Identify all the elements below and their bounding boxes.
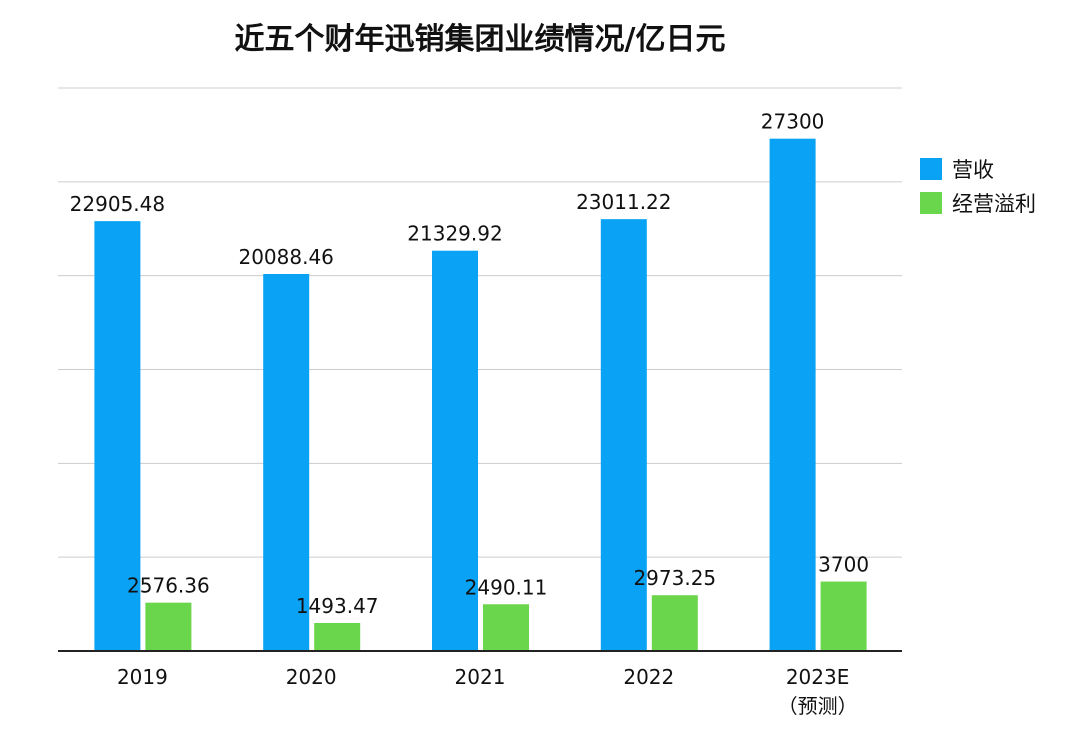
bar-revenue-2023E [769, 138, 816, 652]
bar-operating-profit-2019 [145, 602, 192, 651]
bar-operating-profit-2023E [820, 581, 867, 651]
bar-revenue-2020 [263, 274, 310, 651]
data-label-revenue-2021: 21329.92 [407, 222, 502, 246]
data-label-revenue-2019: 22905.48 [70, 192, 165, 216]
data-label-revenue-2023E: 27300 [761, 110, 825, 134]
bar-operating-profit-2021 [483, 604, 529, 651]
x-tick-label-2021: 2021 [455, 665, 506, 689]
bar-operating-profit-2022 [651, 595, 698, 651]
data-label-operating-profit-2020: 1493.47 [296, 594, 379, 618]
data-label-operating-profit-2021: 2490.11 [465, 575, 548, 599]
bar-revenue-2021 [432, 250, 478, 651]
data-labels: 22905.48 2576.36 20088.46 1493.47 21329.92 24… [70, 110, 869, 618]
x-tick-sublabel-2023E: （预测） [778, 694, 858, 718]
chart-title: 近五个财年迅销集团业绩情况/亿日元 [235, 22, 726, 57]
legend-swatch-revenue [920, 158, 942, 180]
legend-label-revenue: 营收 [952, 158, 994, 182]
data-label-revenue-2022: 23011.22 [576, 190, 671, 214]
x-axis: 2019 2020 2021 2022 2023E （预测） [58, 650, 902, 718]
bar-operating-profit-2020 [314, 622, 361, 651]
bars [94, 138, 867, 652]
x-tick-label-2022: 2022 [623, 665, 674, 689]
x-tick-label-2019: 2019 [117, 665, 168, 689]
gridlines [58, 87, 902, 558]
x-tick-label-2023E: 2023E [786, 665, 850, 689]
bar-revenue-2022 [600, 219, 647, 651]
legend-swatch-operating-profit [920, 192, 942, 214]
data-label-operating-profit-2023E: 3700 [818, 553, 869, 577]
x-tick-label-2020: 2020 [286, 665, 337, 689]
data-label-revenue-2020: 20088.46 [238, 245, 333, 269]
data-label-operating-profit-2022: 2973.25 [633, 566, 716, 590]
legend-label-operating-profit: 经营溢利 [952, 192, 1036, 216]
bar-revenue-2019 [94, 221, 141, 651]
data-label-operating-profit-2019: 2576.36 [127, 574, 210, 598]
